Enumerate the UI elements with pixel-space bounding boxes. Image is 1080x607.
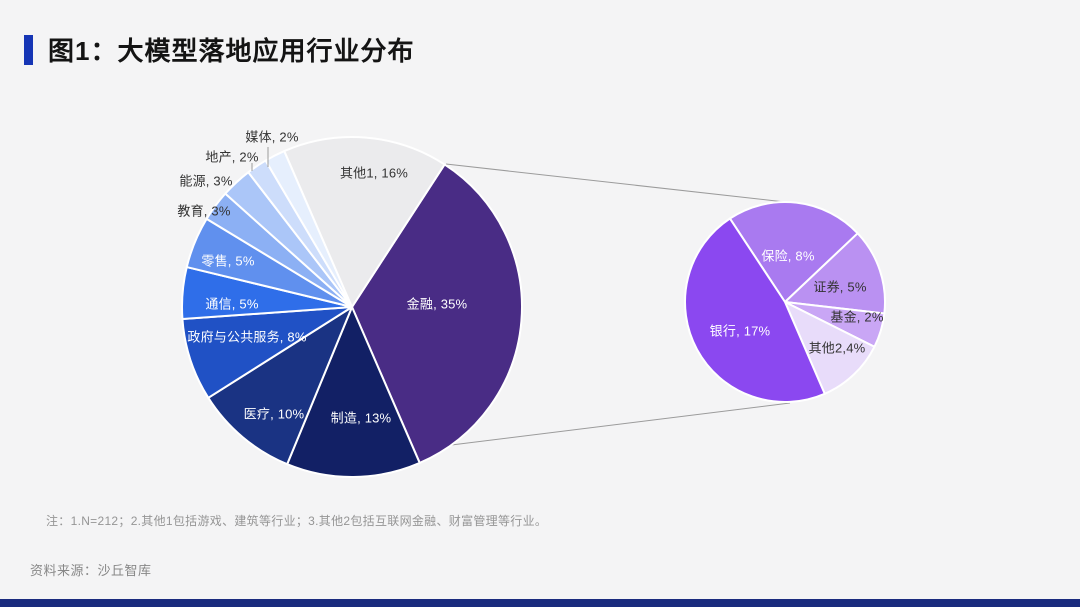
chart-header: 图1：大模型落地应用行业分布 <box>24 31 414 68</box>
pie-connector-line-1 <box>445 163 786 203</box>
page-title: 图1：大模型落地应用行业分布 <box>48 36 415 66</box>
sub-pie-slice-保险 <box>728 201 859 303</box>
main-pie-slice-其他1 <box>283 136 446 308</box>
main-pie-slice-金融 <box>351 163 523 464</box>
sub-pie-slice-其他2 <box>784 301 876 395</box>
data-source: 资料来源：沙丘智库 <box>30 563 152 578</box>
sub-pie-slice-证券 <box>784 232 886 315</box>
main-pie-slice-制造 <box>286 306 421 478</box>
title-accent-bar <box>24 34 33 65</box>
chart-footnote: 注：1.N=212；2.其他1包括游戏、建筑等行业；3.其他2包括互联网金融、财… <box>46 514 548 528</box>
pie-connector-line-2 <box>410 402 791 451</box>
sub-pie-slice-银行 <box>684 217 826 403</box>
main-pie-slice-医疗 <box>207 306 353 466</box>
footer-bar <box>0 599 1080 607</box>
